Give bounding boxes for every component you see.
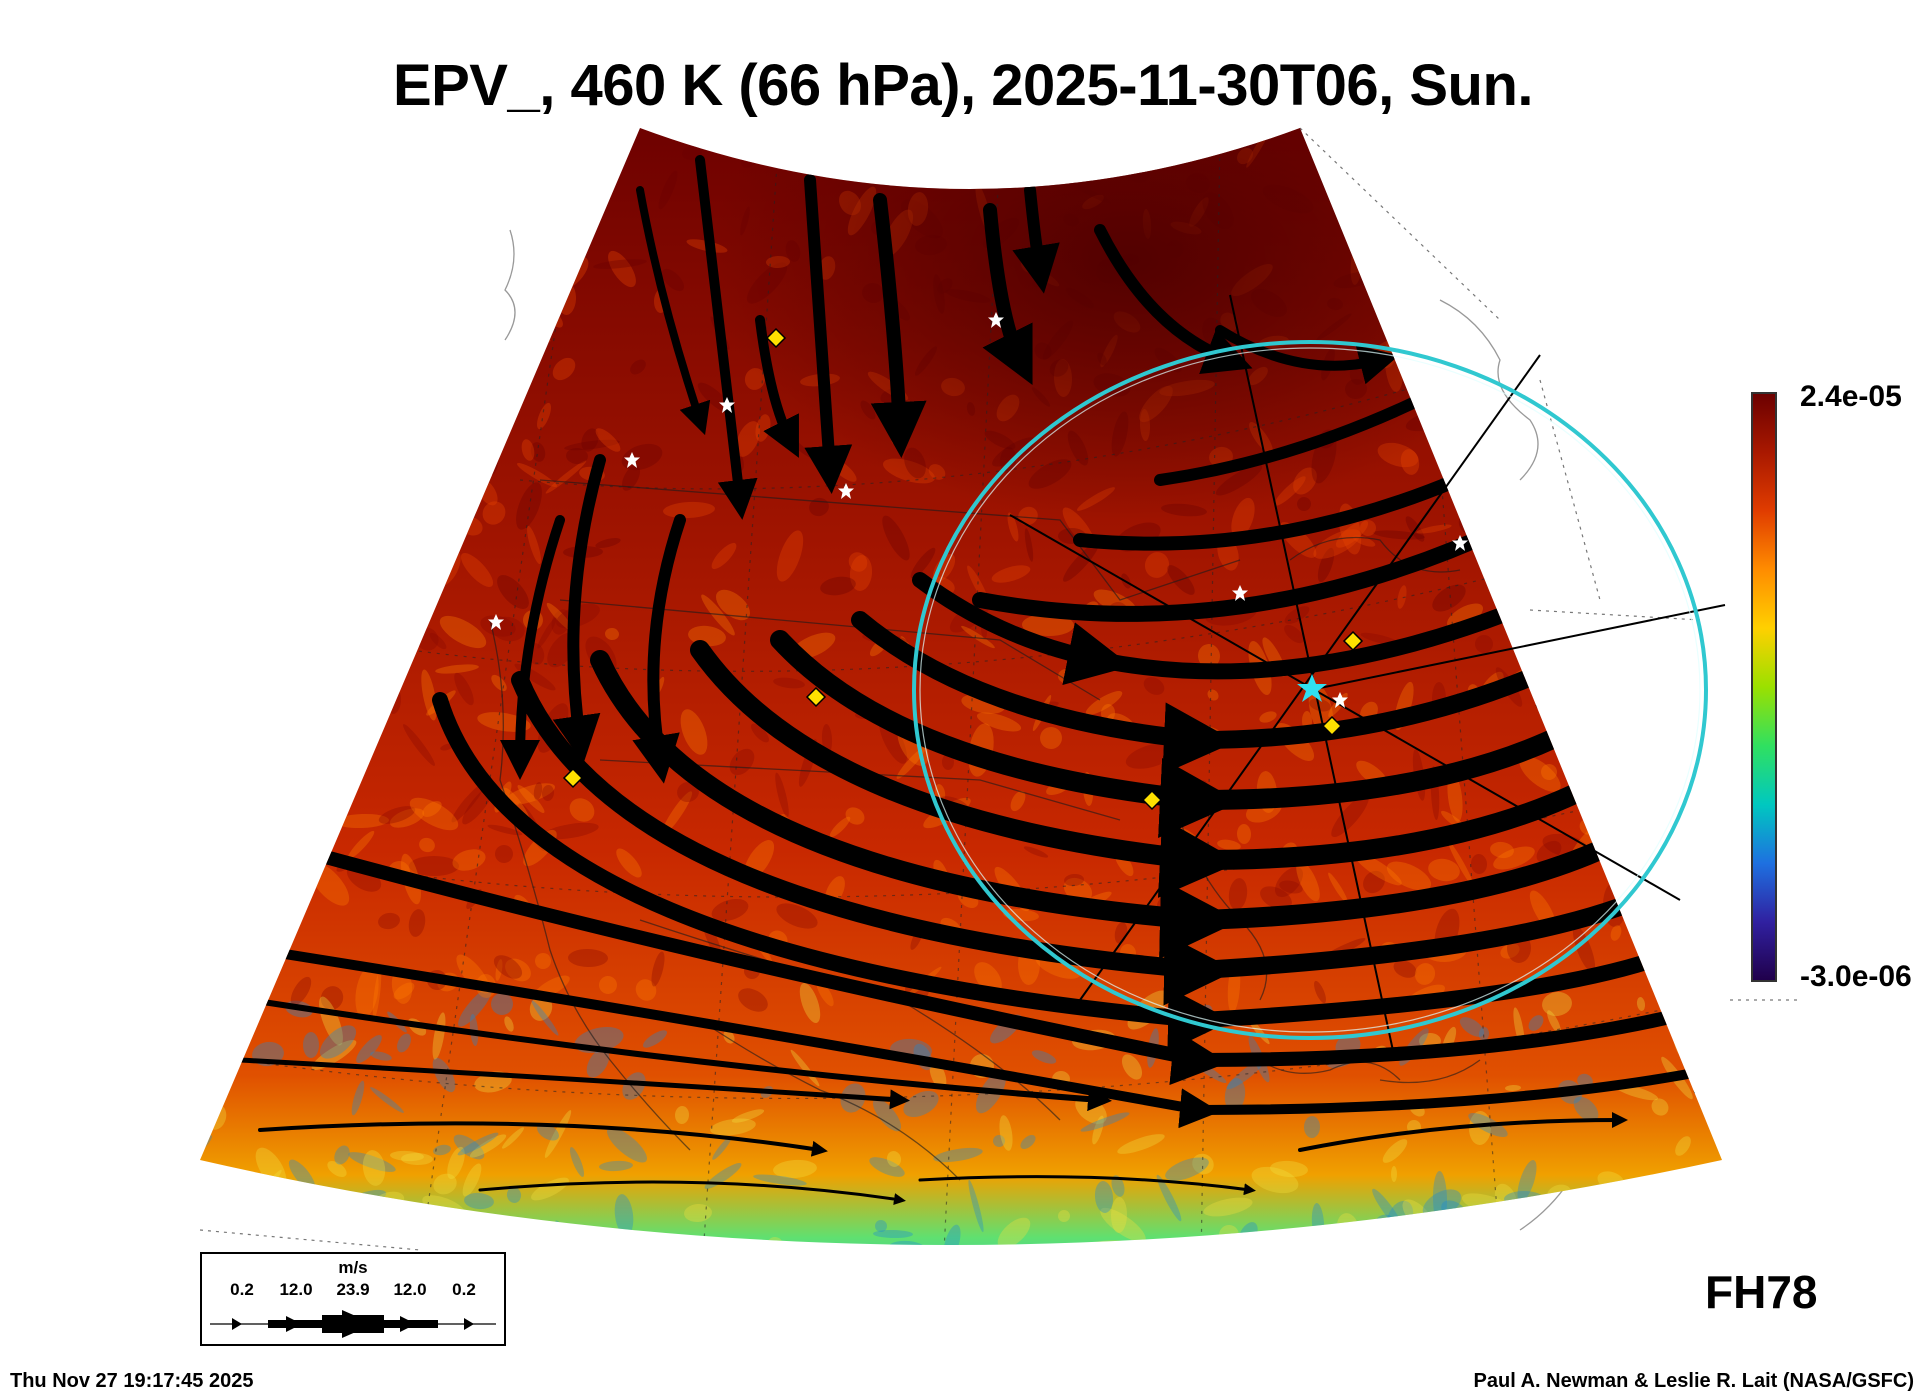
sun-ring-inner: [919, 347, 1701, 1033]
white-star-marker: [624, 452, 640, 468]
wind-speed-legend: m/s 0.2 12.0 23.9 12.0 0.2: [200, 1252, 506, 1346]
wind-legend-unit: m/s: [338, 1258, 368, 1277]
sun-ring: [912, 340, 1708, 1040]
terminator-line-2: [1079, 354, 1541, 1001]
white-star-markers: [488, 312, 1468, 708]
white-star-marker: [719, 397, 735, 413]
wind-legend-value: 0.2: [452, 1280, 476, 1299]
wind-legend-arrows: [210, 1310, 496, 1338]
terminator-line-4: [1309, 604, 1726, 691]
terminator-line-3: [1009, 514, 1681, 901]
colorbar-max-label: 2.4e-05: [1800, 380, 1902, 413]
polar-core: [710, 128, 1550, 520]
forecast-hour: FH78: [1705, 1266, 1818, 1318]
white-star-marker: [838, 483, 854, 499]
wind-legend-value: 12.0: [393, 1280, 427, 1299]
white-star-marker: [1332, 692, 1348, 708]
white-star-marker: [488, 614, 504, 630]
colorbar-gradient: [1751, 392, 1777, 982]
yellow-diamond-marker: [1141, 789, 1163, 811]
cyan-star-marker: [1297, 674, 1327, 702]
credit: Paul A. Newman & Leslie R. Lait (NASA/GS…: [1473, 1370, 1914, 1392]
white-star-marker: [1232, 585, 1248, 601]
white-star-marker: [1452, 535, 1468, 551]
wind-streamlines: [237, 155, 1722, 1206]
map-title: EPV_, 460 K (66 hPa), 2025-11-30T06, Sun…: [392, 53, 1534, 118]
wind-legend-value: 0.2: [230, 1280, 254, 1299]
wind-legend-value: 23.9: [336, 1280, 370, 1299]
timestamp: Thu Nov 27 19:17:45 2025: [10, 1370, 254, 1392]
yellow-diamond-marker: [805, 686, 827, 708]
yellow-diamond-marker: [1342, 630, 1364, 652]
yellow-diamond-markers: [562, 327, 1364, 811]
yellow-diamond-marker: [1321, 715, 1343, 737]
outer-graticule: [199, 127, 1800, 1251]
wind-legend-value: 12.0: [279, 1280, 313, 1299]
white-star-marker: [988, 312, 1004, 328]
colorbar-min-label: -3.0e-06: [1800, 960, 1912, 993]
colorbar: [1751, 392, 1777, 982]
sun-geometry: [912, 294, 1726, 1061]
yellow-diamond-marker: [765, 327, 787, 349]
yellow-diamond-marker: [562, 767, 584, 789]
